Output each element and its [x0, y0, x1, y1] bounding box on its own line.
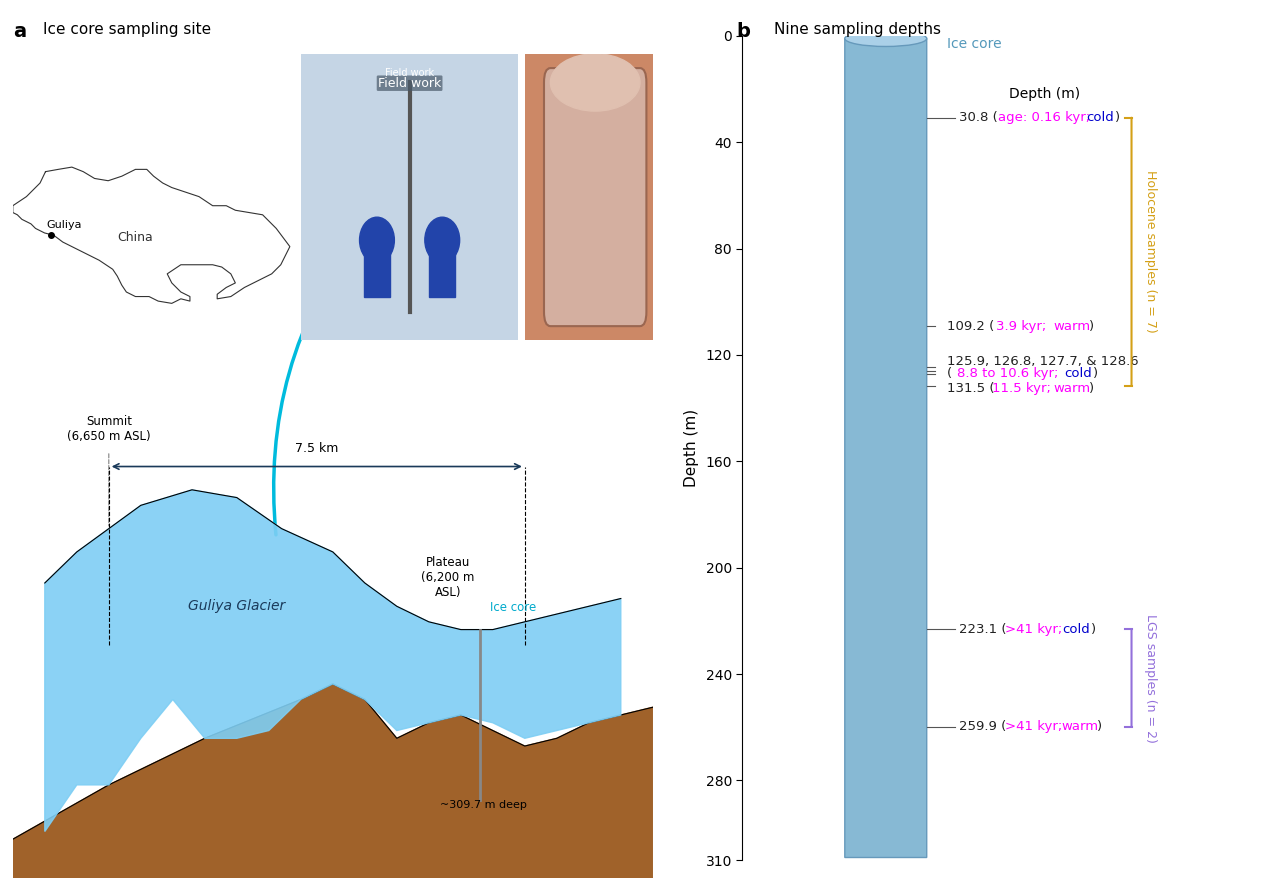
Text: LGS samples (n = 2): LGS samples (n = 2)	[1144, 614, 1157, 743]
Text: 8.8 to 10.6 kyr;: 8.8 to 10.6 kyr;	[957, 367, 1064, 380]
Text: cold: cold	[1064, 367, 1092, 380]
Text: >41 kyr;: >41 kyr;	[1005, 623, 1066, 635]
Text: Plateau
(6,200 m
ASL): Plateau (6,200 m ASL)	[421, 556, 475, 599]
Text: a: a	[13, 22, 27, 41]
Text: ): )	[1093, 367, 1098, 380]
Text: ): )	[1115, 111, 1120, 125]
Text: Guliya: Guliya	[47, 220, 82, 230]
Text: Depth (m): Depth (m)	[1009, 87, 1080, 101]
Text: ~309.7 m deep: ~309.7 m deep	[440, 800, 526, 810]
Text: Ice core: Ice core	[947, 37, 1002, 51]
FancyBboxPatch shape	[845, 39, 927, 857]
Text: 3.9 kyr;: 3.9 kyr;	[996, 320, 1051, 332]
Text: warm: warm	[1053, 320, 1091, 332]
Text: 109.2 (: 109.2 (	[947, 320, 995, 332]
Text: ): )	[1088, 382, 1093, 394]
Text: 259.9 (: 259.9 (	[960, 720, 1007, 734]
Text: China: China	[118, 231, 154, 244]
Text: ): )	[1088, 320, 1093, 332]
FancyBboxPatch shape	[544, 68, 646, 326]
Text: 11.5 kyr;: 11.5 kyr;	[992, 382, 1056, 394]
Text: b: b	[736, 22, 750, 41]
Circle shape	[425, 217, 460, 263]
Text: 7.5 km: 7.5 km	[296, 442, 338, 455]
Text: 131.5 (: 131.5 (	[947, 382, 995, 394]
Text: Field work: Field work	[385, 68, 434, 78]
Text: Nine sampling depths: Nine sampling depths	[774, 22, 941, 38]
Ellipse shape	[550, 54, 640, 111]
Text: Ice core: Ice core	[490, 601, 536, 614]
Text: Guliya Glacier: Guliya Glacier	[188, 599, 285, 613]
Text: Holocene samples (n = 7): Holocene samples (n = 7)	[1144, 170, 1157, 333]
Text: cold: cold	[1087, 111, 1114, 125]
Text: ): )	[1097, 720, 1102, 734]
Circle shape	[360, 217, 394, 263]
Text: 223.1 (: 223.1 (	[960, 623, 1007, 635]
Bar	[364, 240, 390, 297]
Bar	[429, 240, 456, 297]
Text: >41 kyr;: >41 kyr;	[1005, 720, 1066, 734]
Text: warm: warm	[1062, 720, 1100, 734]
Text: cold: cold	[1062, 623, 1089, 635]
Text: 30.8 (: 30.8 (	[960, 111, 998, 125]
Text: (: (	[947, 367, 952, 380]
Ellipse shape	[845, 30, 927, 47]
Text: warm: warm	[1053, 382, 1091, 394]
Text: 125.9, 126.8, 127.7, & 128.6: 125.9, 126.8, 127.7, & 128.6	[947, 355, 1139, 368]
Text: Field work: Field work	[378, 77, 442, 90]
Polygon shape	[13, 684, 653, 878]
Text: age: 0.16 kyr;: age: 0.16 kyr;	[998, 111, 1094, 125]
Text: ): )	[1091, 623, 1096, 635]
Y-axis label: Depth (m): Depth (m)	[684, 409, 699, 487]
Text: Ice core sampling site: Ice core sampling site	[44, 22, 211, 38]
Text: Summit
(6,650 m ASL): Summit (6,650 m ASL)	[67, 415, 151, 444]
Polygon shape	[45, 490, 621, 831]
